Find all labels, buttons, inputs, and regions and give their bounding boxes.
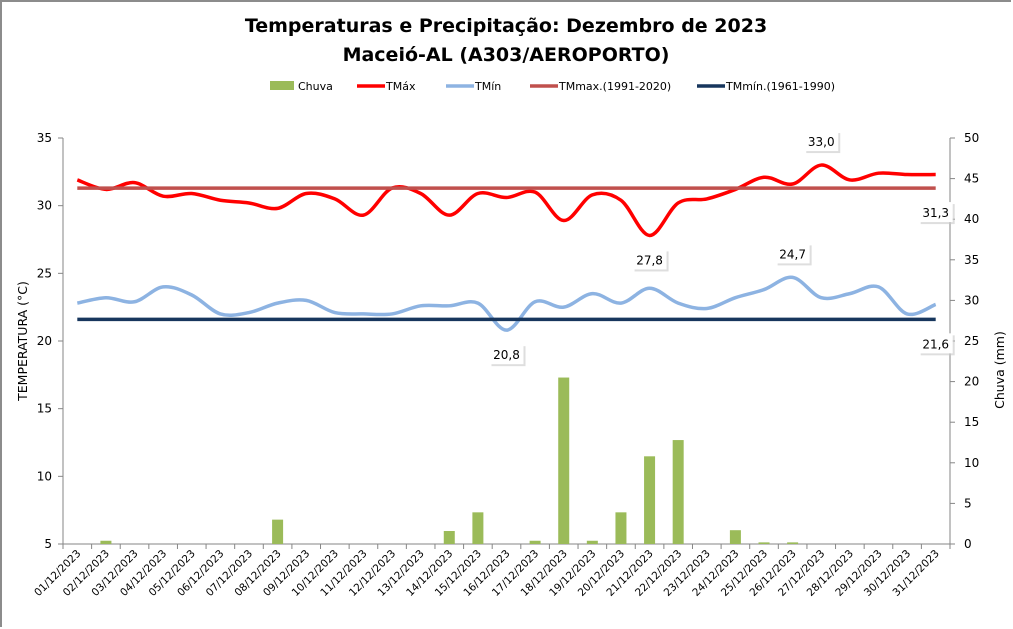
data-label: 31,3 — [918, 202, 955, 225]
data-label-box — [918, 333, 953, 354]
chart-subtitle: Maceió-AL (A303/AEROPORTO) — [343, 44, 670, 66]
legend-swatch-bar — [270, 81, 294, 90]
legend-item-chuva: Chuva — [270, 80, 333, 93]
data-label-text: 31,3 — [922, 206, 949, 220]
legend-item-tmax: TMáx — [357, 80, 416, 93]
data-label-box — [489, 344, 524, 365]
data-label-text: 24,7 — [779, 247, 806, 261]
bar-chuva — [615, 512, 627, 544]
y-tick-label: 30 — [37, 199, 52, 213]
data-labels: 33,0 27,8 31,3 24,7 20,8 21,6 — [489, 131, 955, 367]
legend-item-tmmin-normal: TMmín.(1961-1990) — [697, 80, 835, 93]
data-label: 33,0 — [804, 131, 841, 154]
bar-chuva — [729, 530, 741, 544]
line-tmax — [76, 163, 936, 238]
bar-chuva — [644, 456, 656, 544]
data-label: 21,6 — [918, 333, 955, 356]
data-label: 20,8 — [489, 344, 526, 367]
legend-label: TMáx — [385, 80, 416, 93]
y-tick-label: 20 — [37, 334, 52, 348]
legend-item-tmin: TMín — [446, 80, 501, 93]
legend-label: TMmín.(1961-1990) — [725, 80, 835, 93]
y2-tick-label: 0 — [964, 537, 972, 551]
y2-tick-label: 45 — [964, 172, 979, 186]
data-label: 27,8 — [632, 249, 669, 272]
y2-tick-label: 50 — [964, 131, 979, 145]
legend-label: TMín — [474, 80, 501, 93]
y2-tick-label: 15 — [964, 415, 979, 429]
y2-tick-label: 40 — [964, 212, 979, 226]
data-label-box — [918, 202, 953, 223]
data-label: 24,7 — [775, 243, 812, 266]
bars-chuva — [100, 377, 799, 544]
y2-tick-label: 10 — [964, 456, 979, 470]
y2-tick-label: 5 — [964, 496, 972, 510]
y2-tick-label: 20 — [964, 375, 979, 389]
bar-chuva — [586, 540, 598, 544]
bar-chuva — [100, 540, 112, 544]
data-label-text: 21,6 — [922, 337, 949, 351]
data-label-box — [804, 131, 839, 152]
y2-tick-label: 25 — [964, 334, 979, 348]
legend-label: TMmax.(1991-2020) — [558, 80, 671, 93]
line-tmin — [76, 275, 937, 332]
y-tick-label: 5 — [44, 537, 52, 551]
legend-item-tmmax-normal: TMmax.(1991-2020) — [530, 80, 671, 93]
y-tick-label: 25 — [37, 266, 52, 280]
data-label-text: 33,0 — [808, 135, 835, 149]
bar-chuva — [443, 531, 455, 544]
data-label-box — [632, 249, 667, 270]
bar-chuva — [672, 440, 684, 544]
y2-tick-label: 35 — [964, 253, 979, 267]
y-axis-label: TEMPERATURA (°C) — [15, 281, 30, 402]
bar-chuva — [787, 542, 799, 544]
y-tick-label: 15 — [37, 402, 52, 416]
legend-label: Chuva — [298, 80, 333, 93]
y2-tick-label: 30 — [964, 293, 979, 307]
y-tick-label: 35 — [37, 131, 52, 145]
legend: Chuva TMáx TMín TMmax.(1991-2020) TMmín.(196… — [270, 80, 835, 93]
bar-chuva — [529, 540, 541, 544]
bar-chuva — [472, 512, 484, 544]
bar-chuva — [558, 377, 570, 544]
bar-chuva — [272, 519, 284, 544]
lines — [76, 163, 937, 332]
y2-axis-label: Chuva (mm) — [992, 331, 1007, 409]
y-tick-label: 10 — [37, 469, 52, 483]
data-label-box — [775, 243, 810, 264]
data-label-text: 20,8 — [493, 348, 520, 362]
chart-title: Temperaturas e Precipitação: Dezembro de… — [245, 15, 767, 37]
bar-chuva — [758, 542, 770, 544]
data-label-text: 27,8 — [636, 253, 663, 267]
